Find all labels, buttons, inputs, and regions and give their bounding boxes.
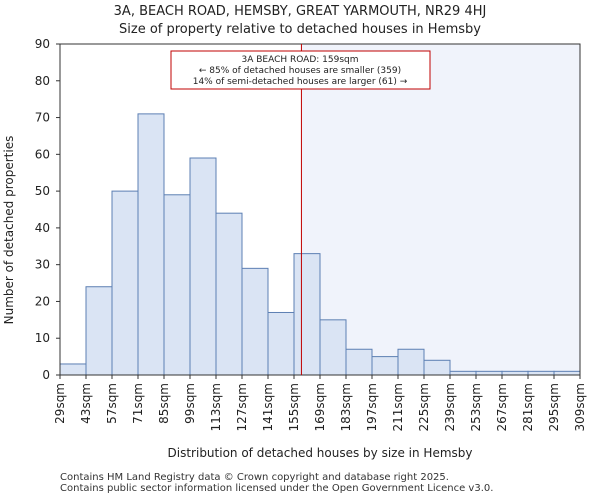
x-tick-label: 113sqm [209, 383, 223, 431]
histogram-bar-239sqm [449, 370, 477, 376]
x-tick-label: 29sqm [53, 383, 67, 424]
y-tick-label: 70 [35, 111, 50, 125]
histogram-bar-71sqm [137, 113, 165, 376]
histogram-bar-211sqm [397, 348, 425, 376]
histogram-bar-127sqm [241, 267, 269, 376]
chart-title: 3A, BEACH ROAD, HEMSBY, GREAT YARMOUTH, … [113, 4, 487, 19]
y-tick-label: 20 [35, 294, 50, 308]
larger-region-shading [301, 44, 580, 375]
x-tick-label: 309sqm [573, 383, 587, 431]
x-tick-label: 127sqm [235, 383, 249, 431]
x-tick-label: 281sqm [521, 383, 535, 431]
x-tick-label: 225sqm [417, 383, 431, 431]
x-tick-label: 71sqm [131, 383, 145, 424]
histogram-bar-183sqm [345, 348, 373, 376]
y-tick-label: 0 [42, 368, 50, 382]
histogram-bar-267sqm [501, 370, 529, 376]
y-tick-label: 60 [35, 147, 50, 161]
footer-line-1: Contains HM Land Registry data © Crown c… [60, 472, 449, 483]
x-tick-label: 141sqm [261, 383, 275, 431]
y-tick-label: 10 [35, 331, 50, 345]
y-tick-label: 30 [35, 258, 50, 272]
annotation-line-1: 3A BEACH ROAD: 159sqm [241, 55, 358, 65]
histogram-bar-169sqm [319, 319, 347, 376]
x-tick-label: 211sqm [391, 383, 405, 431]
chart-subtitle: Size of property relative to detached ho… [119, 22, 481, 37]
x-tick-label: 267sqm [495, 383, 509, 431]
histogram-bar-85sqm [163, 194, 191, 376]
x-tick-label: 183sqm [339, 383, 353, 431]
x-tick-label: 295sqm [547, 383, 561, 431]
histogram-bar-281sqm [527, 370, 555, 376]
histogram-bar-197sqm [371, 356, 399, 376]
footer-attribution: Contains HM Land Registry data © Crown c… [60, 472, 493, 494]
x-tick-label: 197sqm [365, 383, 379, 431]
histogram-bar-295sqm [553, 370, 581, 376]
annotation-line-2: ← 85% of detached houses are smaller (35… [199, 66, 401, 76]
x-tick-label: 239sqm [443, 383, 457, 431]
y-tick-label: 90 [35, 37, 50, 51]
x-tick-label: 57sqm [105, 383, 119, 424]
x-axis-label: Distribution of detached houses by size … [168, 446, 473, 460]
histogram-bar-43sqm [85, 286, 113, 376]
histogram-bar-141sqm [267, 311, 295, 376]
annotation-box [170, 50, 431, 90]
histogram-bar-29sqm [59, 363, 87, 376]
histogram-bar-113sqm [215, 212, 243, 376]
y-tick-label: 50 [35, 184, 50, 198]
y-tick-label: 80 [35, 74, 50, 88]
property-annotation: 3A BEACH ROAD: 159sqm ← 85% of detached … [170, 50, 431, 90]
histogram-bar-155sqm [293, 253, 321, 376]
y-axis-label: Number of detached properties [2, 136, 16, 325]
histogram-bar-225sqm [423, 359, 451, 376]
histogram-bar-99sqm [189, 157, 217, 376]
x-tick-label: 43sqm [79, 383, 93, 424]
annotation-line-3: 14% of semi-detached houses are larger (… [193, 77, 408, 87]
x-tick-label: 99sqm [183, 383, 197, 424]
histogram-bar-253sqm [475, 370, 503, 376]
x-tick-label: 85sqm [157, 383, 171, 424]
histogram-bar-57sqm [111, 190, 139, 376]
x-tick-label: 253sqm [469, 383, 483, 431]
y-tick-label: 40 [35, 221, 50, 235]
x-tick-label: 155sqm [287, 383, 301, 431]
footer-line-2: Contains public sector information licen… [60, 483, 494, 494]
x-tick-label: 169sqm [313, 383, 327, 431]
